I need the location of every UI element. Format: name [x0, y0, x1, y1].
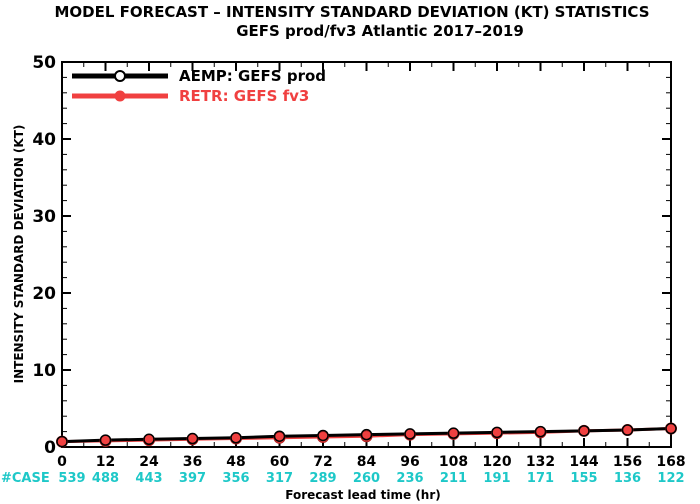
y-tick-label: 10 [32, 361, 56, 381]
x-axis-label: Forecast lead time (hr) [285, 488, 441, 502]
series-point-0 [360, 428, 373, 441]
case-count: 397 [179, 471, 206, 486]
case-count: 260 [353, 471, 380, 486]
x-tick-label: 96 [400, 454, 419, 470]
y-tick-label: 20 [32, 284, 56, 304]
y-axis-label: INTENSITY STANDARD DEVIATION (KT) [12, 125, 26, 384]
legend-marker-aemp [114, 70, 126, 82]
series-point-0 [230, 432, 242, 444]
y-tick-label: 50 [32, 53, 56, 73]
series-point-0 [56, 435, 68, 448]
chart-title: MODEL FORECAST – INTENSITY STANDARD DEVI… [54, 3, 649, 21]
cases-label: #CASE [1, 471, 50, 486]
case-count: 122 [657, 471, 684, 486]
case-count: 136 [614, 471, 641, 486]
case-count: 211 [440, 471, 467, 486]
x-tick-label: 144 [569, 454, 598, 470]
cases-row: 539 488 443 397 356 317 289 260 236 211 191 171 155 1… [58, 471, 684, 486]
legend-marker-retr [114, 90, 126, 102]
x-tick-label: 24 [139, 454, 159, 470]
y-tick-label: 40 [32, 130, 56, 150]
series-point-0 [621, 424, 634, 436]
series-point-0 [99, 434, 112, 446]
case-count: 155 [570, 471, 597, 486]
series-point-0 [665, 422, 677, 435]
x-tick-label: 108 [439, 454, 468, 470]
series-point-0 [578, 425, 590, 437]
case-count: 488 [92, 471, 119, 486]
x-tick-label: 168 [656, 454, 685, 470]
series-layer [56, 422, 677, 448]
series-point-0 [534, 425, 547, 438]
series-point-0 [186, 432, 199, 445]
series-point-0 [273, 430, 286, 442]
legend: AEMP: GEFS prod RETR: GEFS fv3 [72, 67, 326, 105]
series-point-0 [317, 429, 329, 442]
x-tick-label: 132 [526, 454, 555, 470]
series-point-0 [447, 427, 460, 439]
case-count: 289 [309, 471, 336, 486]
y-axis: 0 10 20 30 40 50 [32, 53, 671, 458]
x-tick-label: 36 [183, 454, 202, 470]
case-count: 317 [266, 471, 293, 486]
x-tick-label: 72 [313, 454, 332, 470]
plot-frame [61, 61, 672, 448]
x-tick-label: 84 [357, 454, 377, 470]
case-count: 191 [483, 471, 510, 486]
x-axis: 0 12 24 36 48 60 72 84 96 108 120 132 144 156 168 [57, 62, 686, 470]
x-tick-label: 0 [57, 454, 67, 470]
case-count: 356 [222, 471, 249, 486]
case-count: 171 [527, 471, 554, 486]
series-point-0 [404, 428, 416, 440]
chart-subtitle: GEFS prod/fv3 Atlantic 2017–2019 [236, 22, 524, 40]
case-count: 236 [396, 471, 423, 486]
case-count: 539 [58, 471, 85, 486]
case-count: 443 [135, 471, 162, 486]
legend-label-retr: RETR: GEFS fv3 [179, 87, 309, 105]
x-tick-label: 48 [226, 454, 245, 470]
series-point-0 [491, 426, 503, 439]
y-tick-label: 30 [32, 207, 56, 227]
x-tick-label: 60 [270, 454, 290, 470]
series-point-0 [143, 433, 155, 446]
legend-label-aemp: AEMP: GEFS prod [179, 67, 326, 85]
x-tick-label: 120 [482, 454, 511, 470]
y-tick-label: 0 [44, 438, 56, 458]
x-tick-label: 156 [613, 454, 642, 470]
x-tick-label: 12 [96, 454, 115, 470]
